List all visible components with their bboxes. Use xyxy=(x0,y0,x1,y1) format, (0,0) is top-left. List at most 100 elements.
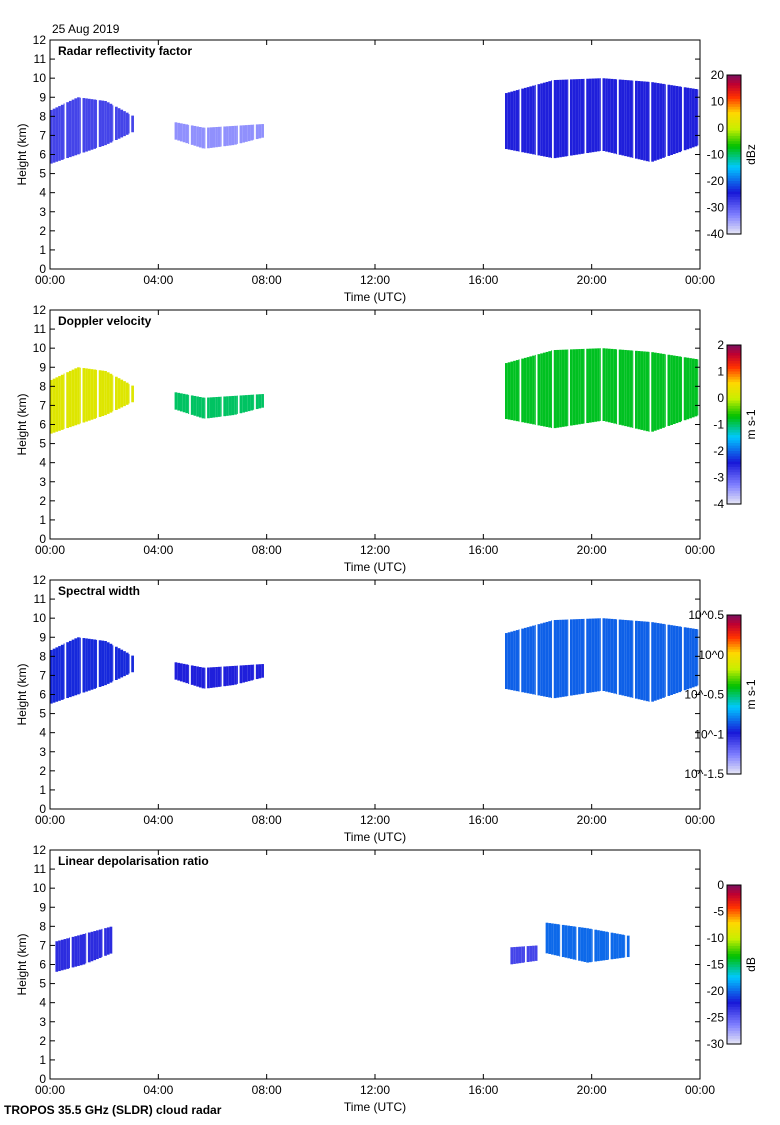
linear-depolarisation-ratio-cloud-column xyxy=(599,930,603,961)
spectral-width-cloud-column xyxy=(523,627,527,693)
linear-depolarisation-ratio-colorbar-swatch xyxy=(727,985,741,989)
spectral-width-y-axis-label: Height (km) xyxy=(15,663,29,725)
linear-depolarisation-ratio-cloud-column xyxy=(607,932,609,960)
linear-depolarisation-ratio-colorbar-swatch xyxy=(727,940,741,944)
radar-reflectivity-factor-cloud-column xyxy=(239,125,243,144)
spectral-width-cloud-column xyxy=(120,649,124,678)
doppler-velocity-cloud-column xyxy=(594,348,598,422)
doppler-velocity-colorbar-swatch xyxy=(727,474,741,479)
doppler-velocity-colorbar-swatch xyxy=(727,437,741,441)
spectral-width-cloud-column xyxy=(561,619,565,697)
radar-reflectivity-factor-cloud-column xyxy=(231,125,235,146)
radar-reflectivity-factor-colorbar-swatch xyxy=(727,202,741,206)
doppler-velocity-cloud-column xyxy=(182,393,186,413)
linear-depolarisation-ratio-x-axis-label: Time (UTC) xyxy=(344,1100,406,1114)
spectral-width-colorbar-swatch xyxy=(727,731,741,735)
doppler-velocity-colorbar-swatch xyxy=(727,424,741,428)
doppler-velocity-cloud-column xyxy=(253,394,255,410)
linear-depolarisation-ratio-cloud-column xyxy=(624,935,626,958)
linear-depolarisation-ratio-y-tick-label: 9 xyxy=(39,900,46,914)
radar-reflectivity-factor-cloud-column xyxy=(683,87,687,151)
radar-reflectivity-factor-cloud-column xyxy=(691,88,695,148)
spectral-width-colorbar-tick-label: 10^-1.5 xyxy=(684,767,724,781)
doppler-velocity-cloud-column xyxy=(212,397,216,418)
doppler-velocity-cloud-column xyxy=(60,374,64,430)
doppler-velocity-colorbar-tick-label: 2 xyxy=(717,338,724,352)
doppler-velocity-cloud-column xyxy=(645,351,649,432)
doppler-velocity-colorbar-swatch xyxy=(727,413,741,418)
doppler-velocity-cloud-column xyxy=(637,351,641,430)
spectral-width-cloud-column xyxy=(551,620,553,699)
doppler-velocity-y-axis-label: Height (km) xyxy=(15,393,29,455)
doppler-velocity-cloud-column xyxy=(231,395,235,416)
linear-depolarisation-ratio-cloud-column xyxy=(60,939,64,971)
radar-reflectivity-factor-colorbar-swatch xyxy=(727,175,741,179)
radar-reflectivity-factor-colorbar-swatch xyxy=(727,93,741,97)
linear-depolarisation-ratio-colorbar-swatch xyxy=(727,895,741,899)
spectral-width-colorbar-swatch xyxy=(727,750,741,754)
doppler-velocity-cloud-column xyxy=(678,356,682,423)
radar-reflectivity-factor-cloud-region-0 xyxy=(50,97,134,164)
spectral-width-colorbar-swatch xyxy=(727,633,741,637)
linear-depolarisation-ratio-colorbar-swatch xyxy=(727,1036,741,1040)
doppler-velocity-cloud-column xyxy=(193,395,197,416)
spectral-width-cloud-column xyxy=(570,619,573,696)
spectral-width-cloud-column xyxy=(58,646,61,701)
radar-reflectivity-factor-cloud-column xyxy=(196,126,199,147)
spectral-width-cloud-column xyxy=(96,639,98,688)
linear-depolarisation-ratio-colorbar-swatch xyxy=(727,924,741,928)
linear-depolarisation-ratio-colorbar-swatch xyxy=(727,1001,741,1005)
spectral-width-cloud-column xyxy=(115,646,118,681)
spectral-width-y-tick-label: 4 xyxy=(39,726,46,740)
doppler-velocity-cloud-column xyxy=(120,379,124,408)
spectral-width-cloud-column xyxy=(63,643,65,699)
radar-reflectivity-factor-cloud-column xyxy=(55,107,59,162)
spectral-width-cloud-column xyxy=(605,618,608,692)
radar-reflectivity-factor-cloud-column xyxy=(583,78,585,154)
doppler-velocity-cloud-column xyxy=(521,358,524,423)
linear-depolarisation-ratio-x-tick-label: 04:00 xyxy=(143,1083,173,1097)
doppler-velocity-colorbar-swatch xyxy=(727,432,741,436)
doppler-velocity-cloud-column xyxy=(545,351,549,427)
spectral-width-colorbar-swatch xyxy=(727,763,741,767)
radar-reflectivity-factor-cloud-column xyxy=(532,85,535,155)
doppler-velocity-cloud-column xyxy=(177,392,180,411)
radar-reflectivity-factor-colorbar-swatch xyxy=(727,128,741,132)
linear-depolarisation-ratio-cloud-column xyxy=(605,931,608,961)
radar-reflectivity-factor-panel-title: Radar reflectivity factor xyxy=(58,44,192,58)
doppler-velocity-colorbar-swatch xyxy=(727,464,741,468)
doppler-velocity-colorbar-swatch xyxy=(727,445,741,449)
spectral-width-colorbar-swatch xyxy=(727,752,741,757)
doppler-velocity-cloud-column xyxy=(653,352,657,431)
doppler-velocity-colorbar-swatch xyxy=(727,376,741,381)
linear-depolarisation-ratio-colorbar-swatch xyxy=(727,1022,741,1027)
linear-depolarisation-ratio-cloud-column xyxy=(597,930,600,962)
doppler-velocity-cloud-column xyxy=(523,357,527,423)
spectral-width-cloud-column xyxy=(117,648,121,679)
radar-reflectivity-factor-cloud-column xyxy=(697,89,699,146)
spectral-width-cloud-column xyxy=(182,663,186,683)
linear-depolarisation-ratio-colorbar-swatch xyxy=(727,1028,741,1032)
linear-depolarisation-ratio-cloud-column xyxy=(526,946,530,963)
linear-depolarisation-ratio-cloud-column xyxy=(602,931,606,961)
radar-reflectivity-factor-colorbar-swatch xyxy=(727,75,741,79)
doppler-velocity-cloud-column xyxy=(261,394,264,408)
radar-reflectivity-factor-cloud-column xyxy=(548,81,552,158)
doppler-velocity-cloud-column xyxy=(578,349,581,425)
linear-depolarisation-ratio-cloud-column xyxy=(68,937,70,969)
radar-reflectivity-factor-colorbar-swatch xyxy=(727,167,741,171)
linear-depolarisation-ratio-y-tick-label: 12 xyxy=(33,843,47,857)
doppler-velocity-y-tick-label: 7 xyxy=(39,398,46,412)
spectral-width-cloud-column xyxy=(85,638,88,692)
doppler-velocity-cloud-column xyxy=(109,373,113,413)
doppler-velocity-cloud-column xyxy=(77,367,80,425)
radar-reflectivity-factor-cloud-column xyxy=(242,125,245,143)
radar-reflectivity-factor-cloud-column xyxy=(68,100,72,158)
radar-reflectivity-factor-cloud-column xyxy=(258,124,262,139)
spectral-width-colorbar-swatch xyxy=(727,652,741,656)
linear-depolarisation-ratio-colorbar-swatch xyxy=(727,964,741,968)
linear-depolarisation-ratio-cloud-column xyxy=(82,933,86,965)
spectral-width-cloud-column xyxy=(542,622,546,697)
radar-reflectivity-factor-colorbar: 20 10 0 -10 -20 -30 -40 dBz xyxy=(707,68,758,241)
doppler-velocity-colorbar-tick-label: -2 xyxy=(713,444,724,458)
